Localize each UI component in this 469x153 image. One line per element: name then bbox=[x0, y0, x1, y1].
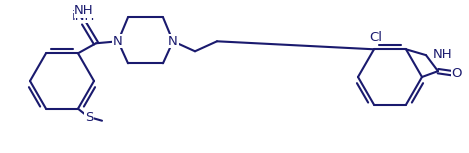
Text: N: N bbox=[113, 35, 123, 48]
Text: S: S bbox=[85, 111, 93, 124]
Text: NH: NH bbox=[74, 4, 94, 17]
Text: NH: NH bbox=[433, 48, 453, 61]
Text: O: O bbox=[452, 67, 462, 80]
Text: Cl: Cl bbox=[370, 31, 383, 44]
Text: N: N bbox=[168, 35, 178, 48]
Text: iNH: iNH bbox=[71, 10, 95, 23]
